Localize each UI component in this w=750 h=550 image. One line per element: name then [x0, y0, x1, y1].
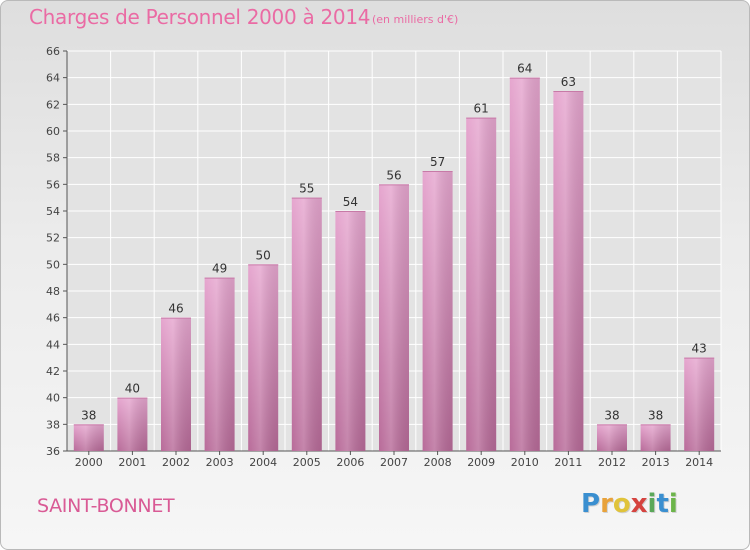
bar-shade-2004 — [248, 264, 279, 451]
value-label-2014: 43 — [692, 342, 707, 356]
x-tick-label-2011: 2011 — [554, 456, 582, 469]
value-label-2003: 49 — [212, 262, 227, 276]
logo-letter: P — [581, 489, 601, 519]
bar-shade-2005 — [291, 197, 322, 451]
value-label-2013: 38 — [648, 408, 663, 422]
bar-shade-2008 — [422, 171, 453, 451]
y-tick-label: 66 — [46, 45, 60, 58]
bar-shade-2013 — [640, 424, 671, 451]
x-tick-label-2007: 2007 — [380, 456, 408, 469]
value-label-2007: 56 — [386, 168, 401, 182]
y-tick-label: 58 — [46, 152, 60, 165]
y-tick-label: 60 — [46, 125, 60, 138]
value-label-2008: 57 — [430, 155, 445, 169]
x-tick-label-2013: 2013 — [642, 456, 670, 469]
x-tick-label-2012: 2012 — [598, 456, 626, 469]
x-tick-label-2004: 2004 — [249, 456, 277, 469]
commune-name: SAINT-BONNET — [37, 495, 175, 517]
x-tick-label-2000: 2000 — [75, 456, 103, 469]
y-tick-label: 42 — [46, 365, 60, 378]
value-label-2005: 55 — [299, 182, 314, 196]
value-label-2002: 46 — [168, 302, 183, 316]
bar-shade-2010 — [509, 77, 540, 452]
y-tick-label: 64 — [46, 72, 60, 85]
y-tick-label: 40 — [46, 392, 60, 405]
value-label-2011: 63 — [561, 75, 576, 89]
x-tick-label-2003: 2003 — [206, 456, 234, 469]
x-tick-label-2014: 2014 — [685, 456, 713, 469]
value-label-2009: 61 — [474, 102, 489, 116]
chart-subtitle: (en milliers d'€) — [372, 13, 459, 26]
logo-letter: o — [612, 489, 631, 519]
x-tick-label-2006: 2006 — [336, 456, 364, 469]
x-tick-label-2008: 2008 — [424, 456, 452, 469]
bar-shade-2011 — [553, 91, 584, 451]
y-tick-label: 50 — [46, 258, 60, 271]
bar-shade-2014 — [684, 357, 715, 451]
bar-shade-2002 — [161, 317, 191, 451]
y-tick-label: 56 — [46, 178, 60, 191]
logo-letter: t — [656, 489, 669, 519]
bar-shade-2000 — [73, 424, 104, 451]
y-tick-label: 44 — [46, 338, 60, 351]
bar-shade-2012 — [597, 424, 627, 451]
x-tick-label-2010: 2010 — [511, 456, 539, 469]
x-tick-label-2005: 2005 — [293, 456, 321, 469]
bar-shade-2006 — [335, 211, 366, 451]
x-tick-label-2001: 2001 — [118, 456, 146, 469]
bar-shade-2007 — [379, 184, 409, 452]
logo-letter: x — [630, 489, 648, 519]
proxiti-logo[interactable]: Proxiti — [581, 489, 678, 519]
y-tick-label: 62 — [46, 98, 60, 111]
y-tick-label: 52 — [46, 232, 60, 245]
value-label-2000: 38 — [81, 408, 96, 422]
x-tick-label-2009: 2009 — [467, 456, 495, 469]
y-tick-label: 38 — [46, 418, 60, 431]
y-tick-label: 36 — [46, 445, 60, 458]
x-tick-label-2002: 2002 — [162, 456, 190, 469]
chart-title: Charges de Personnel 2000 à 2014 — [29, 5, 371, 29]
y-tick-label: 48 — [46, 285, 60, 298]
value-label-2004: 50 — [256, 248, 271, 262]
y-tick-label: 54 — [46, 205, 60, 218]
bar-shade-2003 — [204, 277, 235, 451]
logo-letter: i — [647, 489, 657, 519]
logo-letter: r — [600, 489, 613, 519]
bar-shade-2001 — [117, 397, 148, 451]
value-label-2012: 38 — [604, 408, 619, 422]
value-label-2006: 54 — [343, 195, 358, 209]
y-tick-label: 46 — [46, 312, 60, 325]
bar-shade-2009 — [466, 117, 497, 452]
value-label-2001: 40 — [125, 382, 140, 396]
value-label-2010: 64 — [517, 62, 532, 76]
logo-letter: i — [668, 489, 678, 519]
